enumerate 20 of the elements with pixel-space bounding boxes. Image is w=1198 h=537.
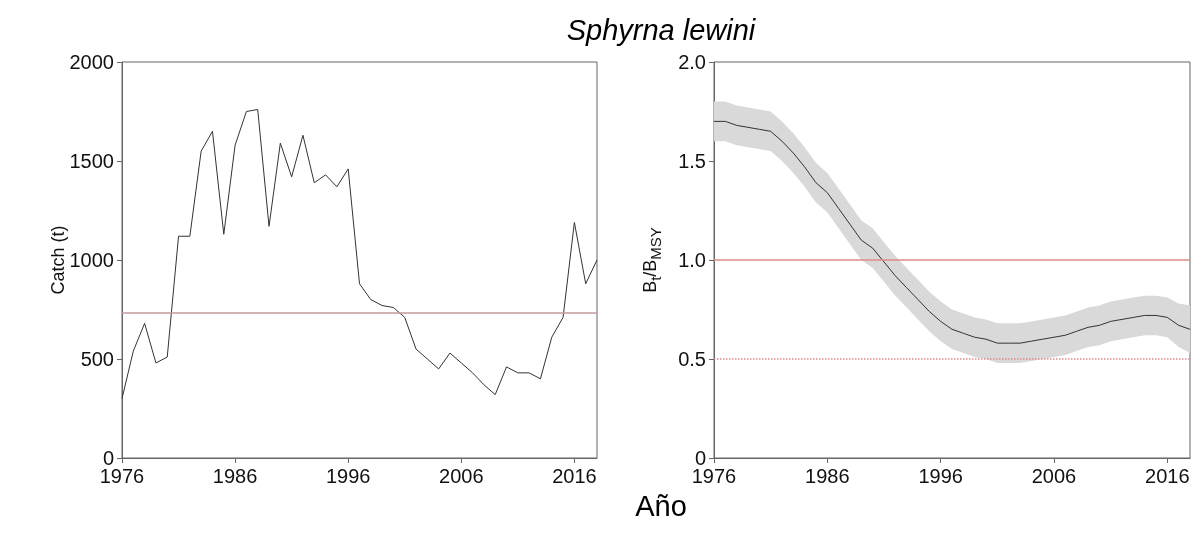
x-tick-label: 2006 xyxy=(1031,465,1077,487)
y-tick-label: 1.5 xyxy=(678,150,706,172)
y-tick-label: 500 xyxy=(80,348,114,370)
y-tick-label: 0.5 xyxy=(678,348,706,370)
x-tick-label: 1986 xyxy=(805,465,850,487)
y-tick-label: 1.0 xyxy=(678,249,706,271)
y-tick-label: 2000 xyxy=(69,51,114,73)
y-tick-label: 1000 xyxy=(69,249,114,271)
x-tick-label: 1986 xyxy=(212,465,258,487)
x-axis-title: Año xyxy=(634,490,688,523)
y-tick-label: 1500 xyxy=(69,150,114,172)
text: Sphyrna lewini xyxy=(565,14,757,47)
x-tick-label: 2016 xyxy=(1145,465,1190,487)
y-axis-title: Catch (t) xyxy=(48,225,68,295)
line-series xyxy=(121,109,598,400)
x-tick-label: 2016 xyxy=(552,465,597,487)
x-tick-label: 2006 xyxy=(439,465,484,487)
y-tick-label: 2.0 xyxy=(678,51,706,73)
x-tick-label: 1996 xyxy=(918,465,963,487)
x-tick-label: 1996 xyxy=(325,465,371,487)
